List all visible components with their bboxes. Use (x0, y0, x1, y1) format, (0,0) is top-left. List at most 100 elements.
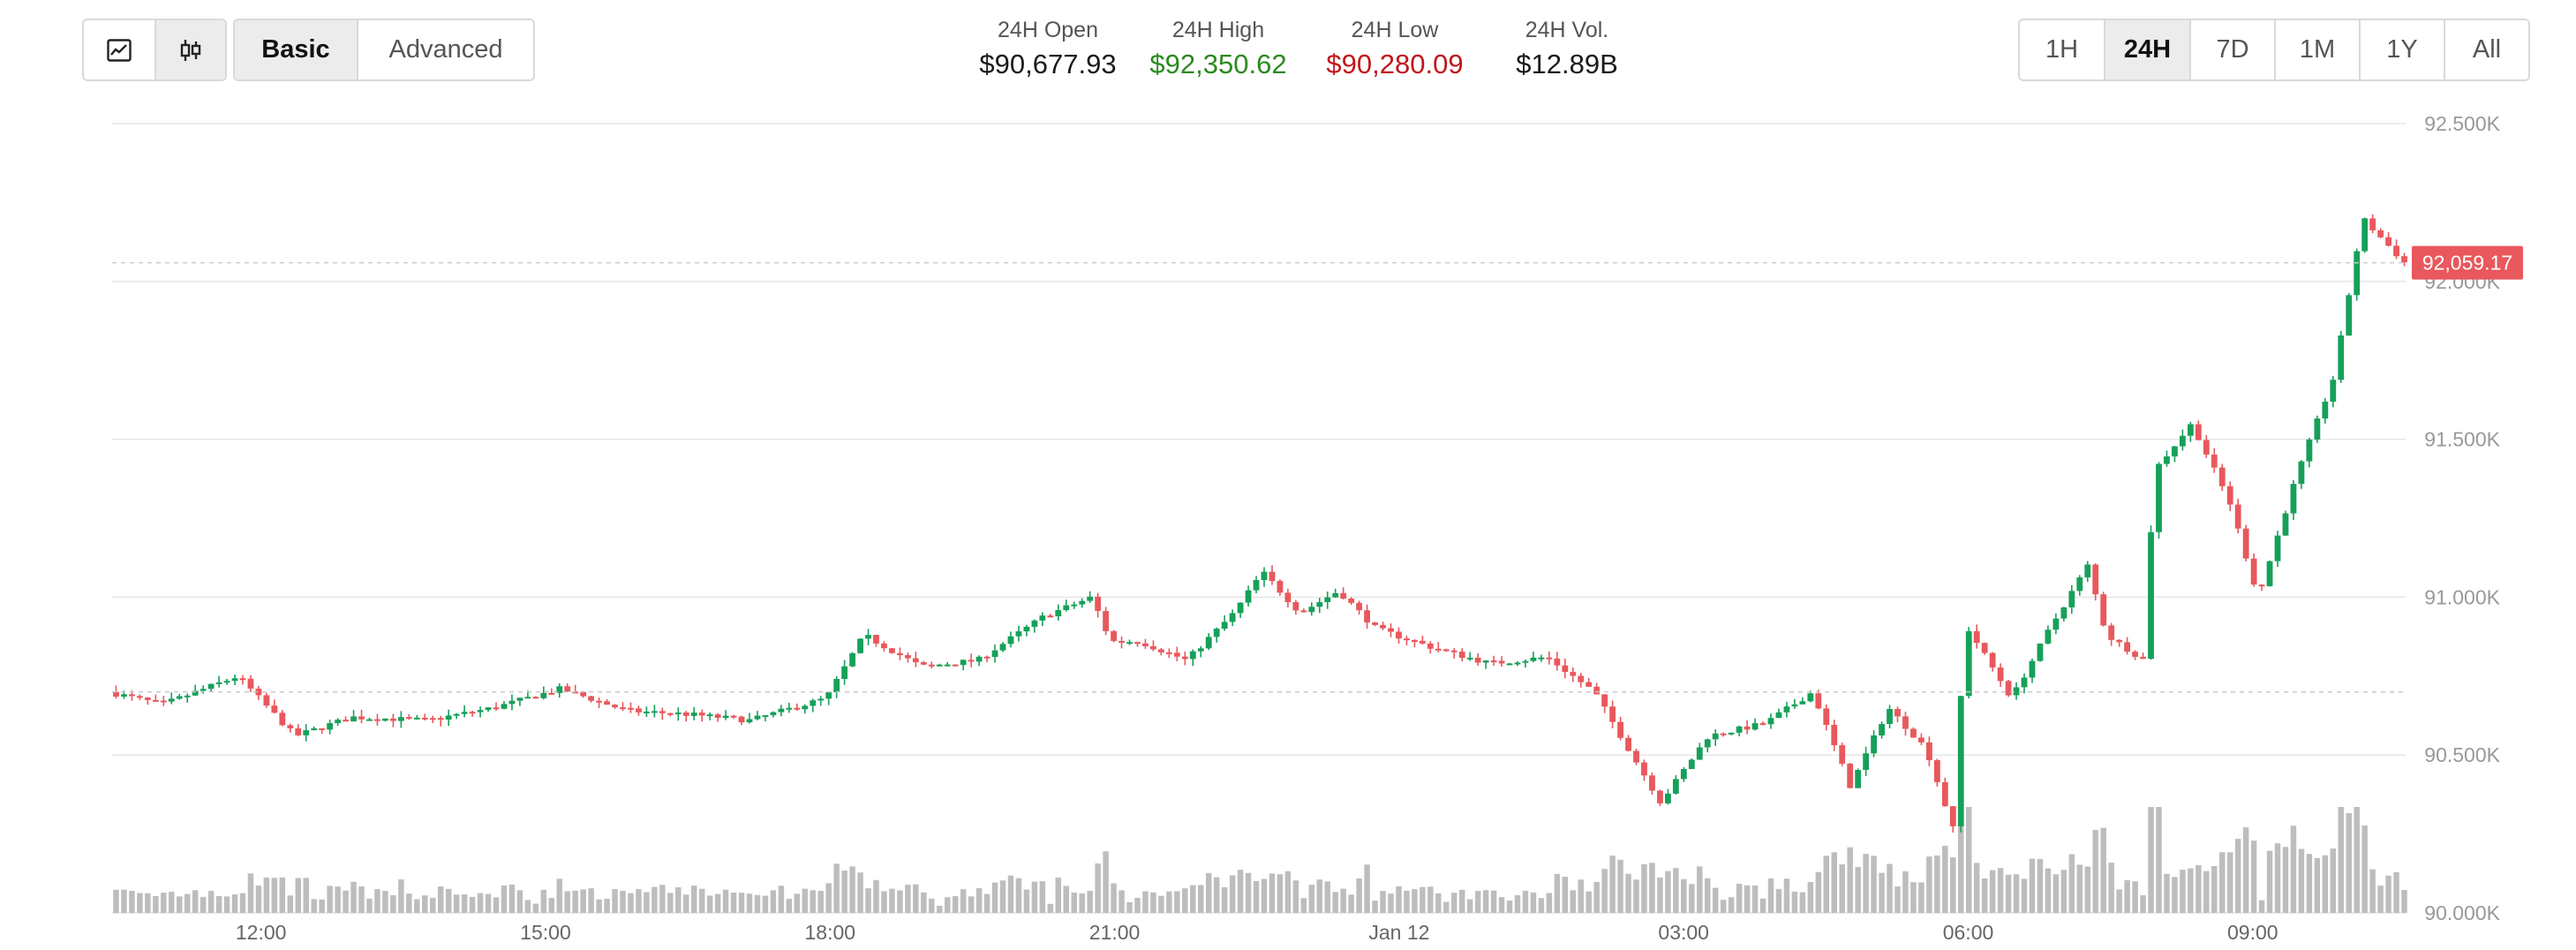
line-chart-button[interactable] (84, 20, 154, 79)
candle-body (849, 652, 856, 667)
volume-bar (1474, 891, 1481, 913)
candle-body (1831, 725, 1838, 746)
candle (2029, 658, 2036, 683)
candle-body (2068, 591, 2075, 607)
volume-bar (1744, 885, 1751, 913)
candle-body (1482, 660, 1489, 663)
candle (952, 664, 959, 667)
volume-bar (295, 878, 301, 913)
candle (2250, 553, 2257, 587)
volume-bar (2140, 895, 2146, 913)
volume-bar (1697, 866, 1703, 913)
candle (667, 712, 674, 717)
candle (1039, 612, 1046, 627)
volume-bar (1879, 872, 1885, 913)
candle (2306, 437, 2313, 468)
candle-body (682, 712, 689, 716)
candle-body (477, 710, 484, 712)
range-1h[interactable]: 1H (2045, 35, 2079, 64)
volume-bar (382, 891, 388, 913)
volume-bar (1063, 886, 1069, 913)
candle (920, 660, 927, 666)
candle (762, 714, 769, 722)
volume-bar (1150, 892, 1156, 913)
volume-bar (1253, 880, 1260, 913)
candle (1435, 642, 1442, 653)
candle-body (1277, 581, 1284, 593)
candle (2116, 639, 2123, 647)
candle-body (722, 715, 729, 719)
candle-body (2124, 642, 2131, 652)
candle (389, 713, 396, 728)
candle (2242, 524, 2249, 562)
candle-body (1189, 651, 1196, 660)
volume-bar (279, 877, 286, 913)
candle-body (200, 689, 207, 691)
candle-body (968, 660, 975, 662)
candle-body (287, 725, 294, 728)
candle-body (2092, 564, 2099, 595)
volume-bar (1182, 888, 1188, 913)
candle (1949, 805, 1956, 833)
candle-body (1047, 615, 1054, 618)
candle (1229, 609, 1236, 627)
volume-bar (1720, 900, 1727, 913)
candle (1751, 718, 1759, 731)
candle-body (1324, 597, 1331, 603)
candle (2258, 584, 2265, 592)
volume-bar (1142, 891, 1149, 913)
candle (477, 706, 484, 718)
volume-bar (746, 893, 753, 913)
volume-bar (2298, 848, 2305, 913)
volume-bar (1807, 881, 1814, 913)
range-all[interactable]: All (2444, 20, 2528, 79)
candle-body (501, 704, 508, 709)
candle (1506, 662, 1513, 666)
candle-body (176, 696, 183, 699)
candle-body (1205, 637, 1212, 649)
stat-24h-low: 24H Low $90,280.09 (1307, 16, 1483, 85)
range-24h[interactable]: 24H (2104, 20, 2189, 79)
candle-body (1562, 665, 1569, 673)
candle (1079, 598, 1086, 608)
volume-bar (1071, 892, 1077, 913)
candle-body (413, 717, 420, 720)
range-7d[interactable]: 7D (2189, 20, 2274, 79)
volume-bar (2226, 852, 2233, 913)
range-1y[interactable]: 1Y (2359, 20, 2444, 79)
volume-bar (690, 886, 697, 913)
volume-bar (1396, 886, 1402, 913)
volume-bar (2290, 826, 2297, 913)
candle-body (1989, 652, 1996, 668)
candle-body (643, 711, 650, 713)
candle-body (1744, 726, 1751, 730)
tab-advanced[interactable]: Advanced (357, 20, 533, 79)
candle (176, 693, 183, 700)
candle (2274, 531, 2281, 568)
candle-body (1126, 642, 1133, 645)
candle-body (1839, 745, 1846, 764)
candle-body (1570, 672, 1577, 676)
candle (936, 663, 943, 667)
candle (604, 698, 610, 705)
candle-body (1284, 592, 1292, 602)
candle (350, 710, 357, 722)
candle (1189, 649, 1196, 667)
tab-basic[interactable]: Basic (235, 20, 357, 79)
candle-body (2361, 218, 2369, 252)
candle (1593, 682, 1601, 695)
volume-bar (2401, 889, 2407, 913)
stat-label: 24H Low (1351, 18, 1439, 42)
candle (2282, 510, 2289, 537)
candlestick-button[interactable] (154, 20, 225, 79)
candle (405, 713, 412, 720)
volume-bar (2330, 848, 2337, 913)
candle (1530, 652, 1537, 663)
candle (2393, 239, 2399, 260)
candle-body (746, 719, 753, 723)
candle-body (833, 679, 840, 693)
volume-bar (335, 886, 341, 913)
range-1m[interactable]: 1M (2274, 20, 2359, 79)
volume-bar (1126, 901, 1133, 913)
